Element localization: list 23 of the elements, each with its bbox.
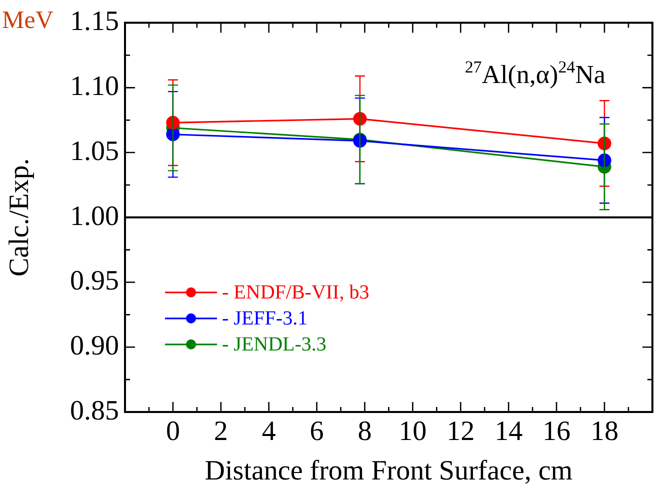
x-axis-title: Distance from Front Surface, cm [204,456,573,487]
x-tick-label: 16 [542,416,571,448]
y-tick-label: 1.10 [70,71,119,102]
y-tick-label: 1.15 [70,6,119,38]
y-tick-label: 1.00 [70,200,119,232]
x-tick-label: 12 [446,416,475,448]
y-axis-title: Calc./Exp. [4,158,36,276]
x-tick-label: 4 [262,416,276,448]
y-tick-label: 0.95 [70,266,119,297]
legend-label: - JENDL-3.3 [222,334,326,356]
y-tick-label: 1.05 [70,136,119,167]
y-tick-label: 0.85 [70,395,119,426]
x-tick-label: 8 [358,416,372,448]
x-tick-label: 14 [494,416,523,448]
legend-label: - ENDF/B-VII, b3 [222,282,370,304]
legend-label: - JEFF-3.1 [222,308,308,330]
y-tick-label: 0.90 [70,330,119,362]
x-tick-label: 6 [310,416,324,448]
x-tick-label: 0 [166,416,180,448]
x-tick-label: 10 [398,416,427,448]
x-tick-label: 2 [214,416,228,448]
x-tick-label: 18 [590,416,618,448]
text: MeV [2,7,54,34]
